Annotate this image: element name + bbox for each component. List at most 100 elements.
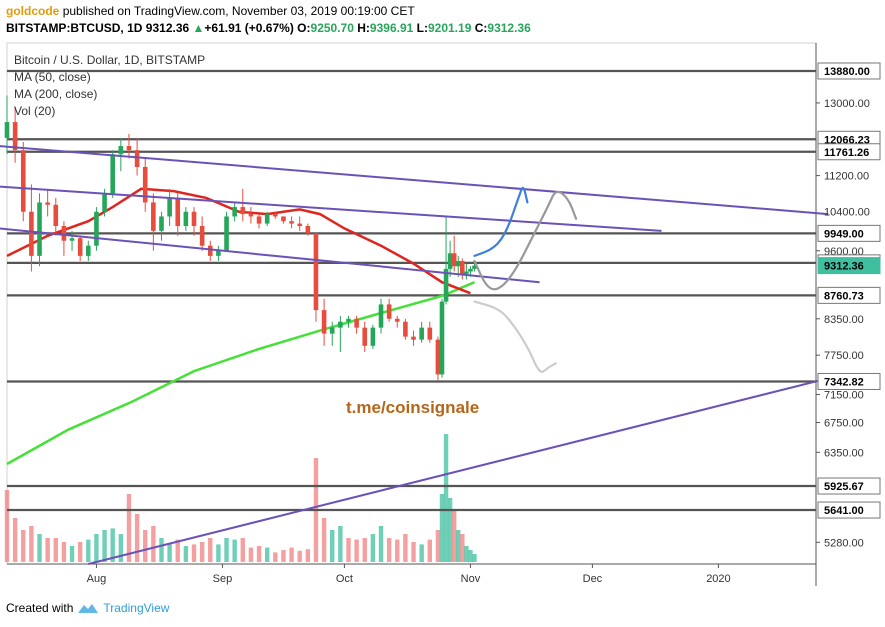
candle-body[interactable] xyxy=(289,221,294,224)
candle-body[interactable] xyxy=(419,327,424,340)
candle-body[interactable] xyxy=(472,265,477,269)
volume-bar xyxy=(53,538,58,562)
candle-body[interactable] xyxy=(455,261,461,267)
candle-body[interactable] xyxy=(118,146,124,155)
trendline[interactable] xyxy=(0,185,662,232)
volume-bar xyxy=(289,547,294,562)
candle-body[interactable] xyxy=(338,321,343,328)
author-name[interactable]: goldcode xyxy=(6,4,60,18)
candle-body[interactable] xyxy=(207,245,213,256)
candle-body[interactable] xyxy=(248,214,254,217)
candle-body[interactable] xyxy=(20,150,26,212)
candle-body[interactable] xyxy=(94,211,99,246)
projection-path-blue[interactable] xyxy=(473,186,529,257)
candle-body[interactable] xyxy=(86,245,91,256)
candle-body[interactable] xyxy=(29,211,34,256)
legend-vol[interactable]: Vol (20) xyxy=(14,104,55,118)
tradingview-brand[interactable]: TradingView xyxy=(103,601,170,615)
candle-body[interactable] xyxy=(386,304,392,319)
candle-body[interactable] xyxy=(232,207,237,217)
candle-body[interactable] xyxy=(264,214,270,224)
y-tick-label: 6750.00 xyxy=(824,418,864,430)
price-tag-box xyxy=(817,477,881,495)
candle-body[interactable] xyxy=(329,327,335,334)
x-tick-label: Dec xyxy=(583,573,603,585)
candle-body[interactable] xyxy=(240,207,246,215)
candle-body[interactable] xyxy=(4,122,10,138)
price-tag-label: 9312.36 xyxy=(824,261,864,273)
trendline[interactable] xyxy=(0,145,829,216)
candle-body[interactable] xyxy=(175,197,181,227)
projection-path-lightgray[interactable] xyxy=(473,300,557,373)
candle-body[interactable] xyxy=(394,318,400,322)
candle-body[interactable] xyxy=(151,202,156,231)
candle-body[interactable] xyxy=(191,211,197,227)
candle-body[interactable] xyxy=(77,238,83,256)
candle-body[interactable] xyxy=(411,336,416,340)
close-value: 9312.36 xyxy=(487,21,531,35)
legend-ma200[interactable]: MA (200, close) xyxy=(14,87,97,101)
open-label: O: xyxy=(297,21,311,35)
candle-body[interactable] xyxy=(12,122,18,151)
price-tag-box xyxy=(817,143,881,161)
candle-body[interactable] xyxy=(183,211,189,227)
candle-body[interactable] xyxy=(256,216,262,224)
candle-body[interactable] xyxy=(199,226,205,246)
candle-body[interactable] xyxy=(167,197,172,217)
candle-body[interactable] xyxy=(403,321,408,337)
candle-body[interactable] xyxy=(378,304,384,328)
legend-ma50[interactable]: MA (50, close) xyxy=(14,70,91,84)
candle-body[interactable] xyxy=(451,253,457,267)
candle-body[interactable] xyxy=(224,216,229,251)
candle-body[interactable] xyxy=(354,318,359,328)
candle-body[interactable] xyxy=(297,223,303,227)
candle-body[interactable] xyxy=(37,202,42,256)
volume-bar xyxy=(191,544,197,562)
candle-body[interactable] xyxy=(110,154,115,194)
candle-body[interactable] xyxy=(435,339,441,375)
candle-body[interactable] xyxy=(321,310,327,334)
candle-body[interactable] xyxy=(313,233,319,311)
candle-body[interactable] xyxy=(439,301,445,375)
volume-bar xyxy=(456,530,461,562)
candle-body[interactable] xyxy=(216,250,221,256)
candle-body[interactable] xyxy=(102,193,107,212)
candle-body[interactable] xyxy=(61,226,67,241)
candle-body[interactable] xyxy=(362,327,368,346)
publish-header: goldcode published on TradingView.com, N… xyxy=(6,3,531,37)
volume-bar xyxy=(21,530,26,562)
candle-body[interactable] xyxy=(443,268,449,302)
volume-bar xyxy=(12,518,18,562)
candle-body[interactable] xyxy=(142,166,148,203)
volume-bar xyxy=(330,530,335,562)
trendline[interactable] xyxy=(88,377,829,565)
candle-body[interactable] xyxy=(346,318,351,322)
candle-body[interactable] xyxy=(53,204,59,227)
volume-bar xyxy=(240,538,245,562)
projection-path-gray[interactable] xyxy=(473,190,578,291)
price-tag-label: 5925.67 xyxy=(824,481,864,493)
candle-body[interactable] xyxy=(370,327,376,346)
candle-body[interactable] xyxy=(464,271,469,275)
candle-body[interactable] xyxy=(305,226,311,234)
open-value: 9250.70 xyxy=(310,21,354,35)
price-tag-box xyxy=(817,62,881,80)
volume-bar xyxy=(183,546,189,562)
volume-bar xyxy=(208,538,213,562)
candle-body[interactable] xyxy=(460,261,465,275)
candle-body[interactable] xyxy=(427,327,433,340)
footer: Created with TradingView xyxy=(6,601,169,615)
candle-body[interactable] xyxy=(468,268,473,272)
candle-body[interactable] xyxy=(447,253,453,269)
candle-body[interactable] xyxy=(45,202,50,205)
volume-bar xyxy=(321,518,327,562)
volume-bar xyxy=(435,530,441,562)
candle-body[interactable] xyxy=(281,216,286,222)
candle-body[interactable] xyxy=(159,216,164,231)
candle-body[interactable] xyxy=(126,146,132,151)
candle-body[interactable] xyxy=(273,214,278,217)
candle-body[interactable] xyxy=(134,150,140,167)
candle-body[interactable] xyxy=(69,238,75,241)
trendline[interactable] xyxy=(0,227,540,284)
